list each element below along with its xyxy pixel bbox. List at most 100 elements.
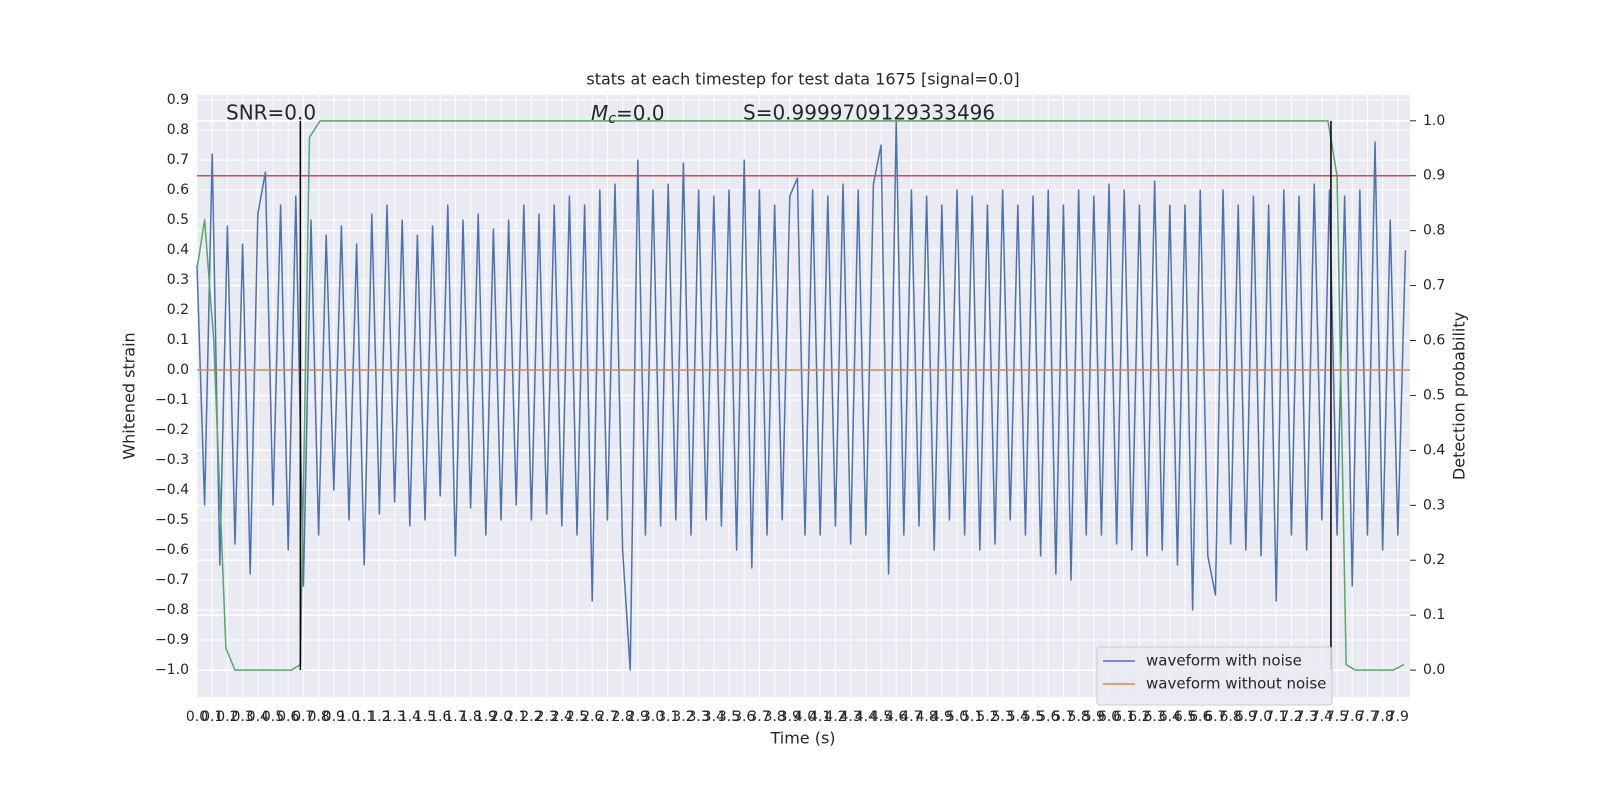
x-tick-label: 0.6 [277,709,299,725]
x-tick-label: 2.5 [566,709,588,725]
x-tick-label: 4.6 [885,709,907,725]
x-tick-label: 0.4 [247,709,269,725]
x-tick-label: 3.4 [703,709,725,725]
x-tick-label: 6.2 [1128,709,1150,725]
x-tick-label: 5.7 [1052,709,1074,725]
x-tick-label: 3.5 [718,709,740,725]
y-tick-label: −0.6 [155,542,189,558]
y2-tick-label: 1.0 [1423,113,1445,129]
x-tick-label: 0.8 [307,709,329,725]
x-tick-label: 4.7 [900,709,922,725]
x-tick-label: 2.6 [581,709,603,725]
x-tick-label: 5.6 [1037,709,1059,725]
x-tick-label: 4.1 [809,709,831,725]
x-tick-label: 7.8 [1372,709,1394,725]
x-tick-label: 1.6 [429,709,451,725]
x-tick-label: 5.3 [991,709,1013,725]
x-tick-label: 7.6 [1341,709,1363,725]
x-tick-label: 6.8 [1220,709,1242,725]
x-tick-label: 0.7 [292,709,314,725]
y-axis-label: Whitened strain [120,332,139,459]
x-tick-label: 1.9 [475,709,497,725]
x-tick-label: 5.2 [976,709,998,725]
y2-tick-label: 0.3 [1423,497,1445,513]
chart-title: stats at each timestep for test data 167… [586,70,1019,89]
x-tick-label: 0.5 [262,709,284,725]
x-tick-label: 1.0 [338,709,360,725]
y2-tick-label: 0.7 [1423,278,1445,294]
x-tick-label: 6.6 [1189,709,1211,725]
x-tick-label: 4.9 [931,709,953,725]
y-tick-label: 0.2 [167,302,189,318]
x-tick-label: 5.9 [1083,709,1105,725]
x-tick-label: 3.9 [779,709,801,725]
y-tick-label: 0.9 [167,92,189,108]
grid [196,95,1410,697]
y2-tick-label: 0.2 [1423,552,1445,568]
y-tick-label: −0.5 [155,512,189,528]
x-tick-label: 2.3 [535,709,557,725]
x-tick-label: 3.1 [657,709,679,725]
y-tick-label: −0.2 [155,422,189,438]
x-tick-label: 7.3 [1296,709,1318,725]
y-tick-label: −0.1 [155,392,189,408]
x-tick-label: 4.5 [870,709,892,725]
x-tick-label: 6.1 [1113,709,1135,725]
legend-box [1096,646,1333,706]
mc-text: =0.0 [616,101,665,125]
x-tick-label: 7.9 [1387,709,1409,725]
y-tick-label: 0.1 [167,332,189,348]
y-tick-label: 0.0 [167,362,189,378]
mc-subscript: c [608,111,616,127]
x-tick-label: 0.0 [186,709,208,725]
y-tick-label: 0.8 [167,122,189,138]
x-tick-label: 1.4 [399,709,421,725]
x-tick-label: 6.3 [1143,709,1165,725]
legend-label: waveform with noise [1146,652,1302,670]
x-tick-label: 4.3 [839,709,861,725]
y-tick-label: −0.4 [155,482,189,498]
y-tick-label: 0.3 [167,272,189,288]
y-tick-label: 0.4 [167,242,189,258]
legend: waveform with noise waveform without nois… [1096,646,1333,706]
y2-tick-label: 0.4 [1423,442,1445,458]
y2-tick-label: 0.8 [1423,223,1445,239]
marks [196,120,1410,671]
x-tick-label: 0.2 [216,709,238,725]
y-tick-label: 0.5 [167,212,189,228]
snr-annotation: SNR=0.0 [226,101,316,125]
x-tick-label: 6.0 [1098,709,1120,725]
x-tick-label: 6.9 [1235,709,1257,725]
x-tick-label: 2.4 [551,709,573,725]
x-tick-label: 3.8 [763,709,785,725]
s-annotation: S=0.9999709129333496 [743,101,995,125]
x-tick-label: 2.7 [596,709,618,725]
y-tick-label: 0.6 [167,182,189,198]
x-tick-label: 1.2 [368,709,390,725]
series-line [196,120,1407,671]
x-tick-label: 0.3 [231,709,253,725]
y2-tick-label: 0.5 [1423,387,1445,403]
x-tick-label: 7.0 [1250,709,1272,725]
y2-tick-label: 0.0 [1423,662,1445,678]
x-tick-label: 0.1 [201,709,223,725]
series-line [196,120,1405,671]
x-tick-label: 4.2 [824,709,846,725]
x-tick-label: 1.1 [353,709,375,725]
y2-tick-label: 0.6 [1423,333,1445,349]
x-tick-label: 2.9 [627,709,649,725]
x-tick-label: 5.8 [1067,709,1089,725]
y-tick-label: −1.0 [155,662,189,678]
x-tick-label: 2.1 [505,709,527,725]
x-tick-label: 1.5 [414,709,436,725]
x-tick-label: 5.1 [961,709,983,725]
x-tick-label: 6.7 [1204,709,1226,725]
x-tick-label: 4.4 [855,709,877,725]
y-tick-label: −0.7 [155,572,189,588]
x-tick-label: 1.8 [459,709,481,725]
x-tick-label: 2.2 [520,709,542,725]
legend-label: waveform without noise [1146,675,1326,693]
mc-symbol: M [591,101,608,125]
y2-tick-label: 0.1 [1423,607,1445,623]
